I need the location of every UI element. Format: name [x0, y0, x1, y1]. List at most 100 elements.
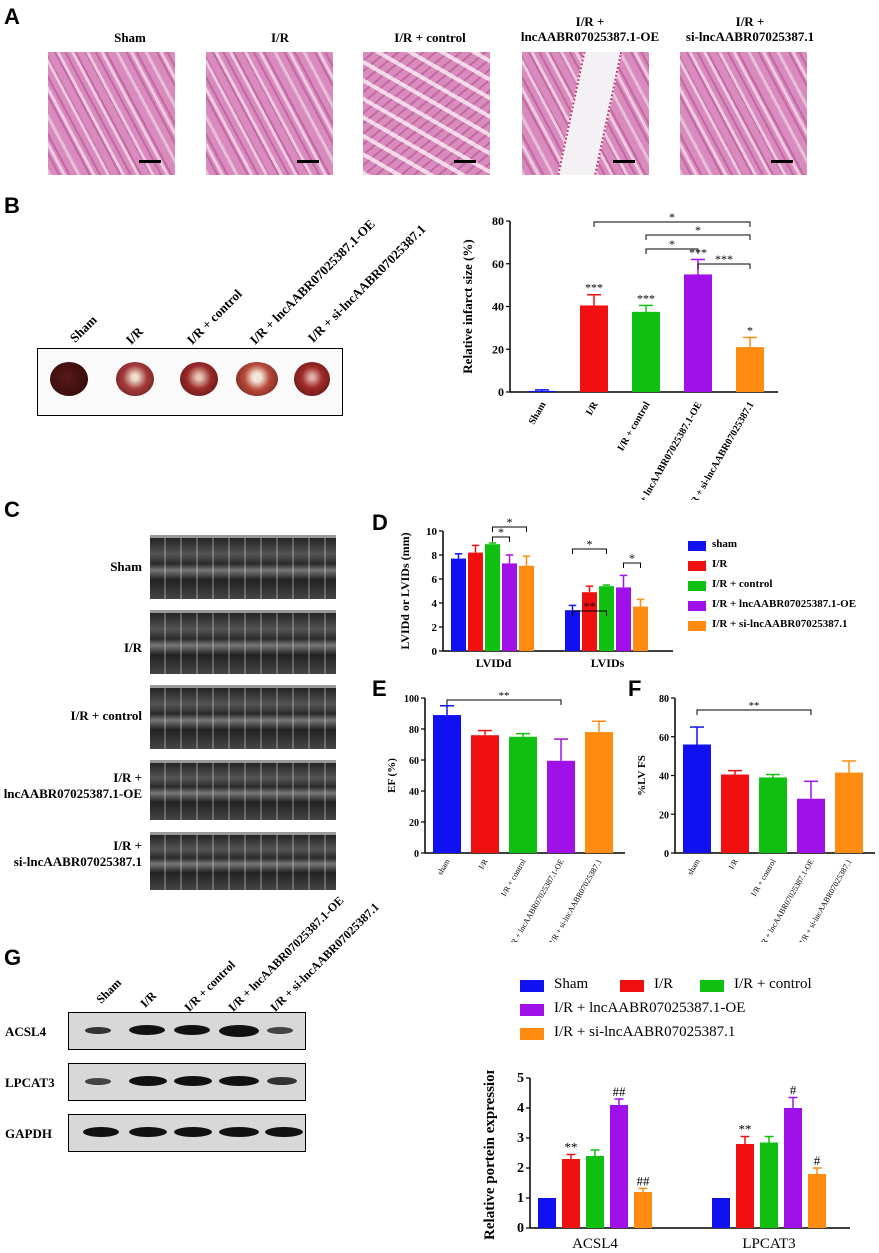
bar-1-3	[784, 1108, 802, 1228]
band	[267, 1027, 293, 1034]
histo-title-sham: Sham	[114, 30, 146, 45]
significance-label: *	[669, 237, 675, 251]
bar-2	[759, 777, 787, 853]
legend-text-si: I/R + si-lncAABR07025387.1	[554, 1024, 736, 1040]
significance-bracket	[572, 610, 607, 616]
y-tick-label: 60	[492, 257, 504, 271]
y-tick-label: 40	[409, 787, 419, 798]
echo-label-ir: I/R	[123, 640, 142, 655]
bar-0-4	[519, 565, 534, 651]
significance-bracket	[572, 548, 607, 554]
bar-3	[547, 760, 575, 853]
y-tick-label: 2	[432, 622, 438, 634]
histo-title-si: I/R + si-lncAABR07025387.1	[685, 14, 815, 44]
bar-4	[835, 772, 863, 853]
echo-scale	[150, 832, 336, 835]
band	[85, 1078, 111, 1085]
y-tick-label: 0	[664, 849, 669, 860]
bar-1	[721, 774, 749, 853]
y-tick-label: 4	[432, 598, 438, 610]
histology-image-oe	[522, 52, 649, 175]
legend-text-control: I/R + control	[734, 976, 812, 992]
band	[267, 1077, 297, 1085]
ttc-label-si: I/R + si-lncAABR07025387.1	[304, 221, 429, 346]
band	[219, 1076, 259, 1086]
echo-scale	[150, 760, 336, 763]
bar-0-4	[634, 1192, 652, 1228]
y-tick-label: 20	[409, 818, 419, 829]
panel-label-b: B	[4, 193, 20, 218]
significance-bracket	[645, 234, 751, 240]
significance-label: *	[695, 223, 701, 237]
y-tick-label: 40	[659, 772, 669, 783]
legend-text-ir: I/R	[654, 976, 674, 992]
x-tick-label: sham	[435, 857, 452, 877]
ttc-heart-photo	[37, 348, 343, 416]
bar-mark: *	[747, 323, 753, 337]
significance-bracket	[446, 699, 562, 705]
y-axis-label: EF (%)	[386, 758, 398, 793]
y-tick-label: 4	[517, 1101, 524, 1116]
y-axis-label: LVIDd or LVIDs (mm)	[398, 532, 412, 649]
band	[174, 1076, 212, 1086]
bar-1-1	[582, 592, 597, 651]
panel-label-g: G	[4, 945, 22, 970]
echo-image-si	[150, 832, 336, 890]
significance-label: *	[498, 525, 504, 539]
legend-text-oe: I/R + lncAABR07025387.1-OE	[712, 598, 857, 610]
bar-mark: ##	[637, 1173, 651, 1188]
significance-bracket	[645, 248, 699, 254]
band	[265, 1127, 303, 1137]
significance-label: ***	[715, 252, 733, 266]
echo-scale	[150, 535, 336, 538]
legend-g: Sham I/R I/R + control I/R + lncAABR0702…	[520, 975, 870, 1065]
legend-text-ir: I/R	[712, 558, 728, 570]
histo-title-oe: I/R + lncAABR07025387.1-OE	[520, 14, 660, 44]
x-tick-label: I/R + control	[749, 857, 778, 898]
echo-scale	[150, 610, 336, 613]
y-tick-label: 80	[659, 694, 669, 705]
legend-swatch-si	[688, 621, 706, 631]
blot-row-label-lpcat3: LPCAT3	[5, 1075, 55, 1090]
y-tick-label: 20	[492, 342, 504, 356]
bar-0-1	[468, 552, 483, 651]
y-tick-label: 0	[517, 1221, 524, 1236]
x-tick-label: I/R + control	[499, 857, 528, 898]
panel-label-e: E	[372, 676, 387, 701]
echo-image-oe	[150, 760, 336, 820]
histo-title-control: I/R + control	[394, 30, 466, 45]
significance-bracket	[697, 263, 751, 269]
y-tick-label: 0	[414, 849, 419, 860]
echo-label-control: I/R + control	[70, 708, 142, 723]
x-tick-label: Sham	[527, 399, 549, 426]
blot-row-label-acsl4: ACSL4	[5, 1024, 47, 1039]
bar-0-0	[451, 558, 466, 651]
bar-0-3	[502, 563, 517, 651]
legend-text-sham: sham	[712, 538, 738, 550]
bar-mark: ***	[637, 291, 655, 305]
significance-label: **	[749, 700, 760, 712]
ttc-label-control: I/R + control	[183, 286, 245, 348]
x-tick-label: ACSL4	[572, 1236, 618, 1252]
significance-bracket	[623, 562, 641, 568]
bar-1-3	[616, 587, 631, 651]
blot-image-gapdh	[68, 1114, 306, 1152]
band	[219, 1025, 259, 1037]
band	[129, 1076, 167, 1086]
y-tick-label: 5	[517, 1071, 524, 1086]
y-tick-label: 8	[432, 550, 438, 562]
x-tick-label: I/R	[584, 399, 601, 417]
bar-0-2	[485, 544, 500, 651]
bar-0-3	[610, 1105, 628, 1228]
bar-0-0	[538, 1198, 556, 1228]
bar-1-2	[760, 1142, 778, 1228]
legend-swatch-control	[700, 980, 724, 992]
bar-1	[580, 305, 608, 392]
significance-bracket	[492, 526, 527, 532]
x-tick-label: sham	[685, 857, 702, 877]
histology-image-ir	[206, 52, 333, 175]
legend-swatch-ir	[688, 561, 706, 571]
legend-swatch-sham	[688, 541, 706, 551]
blot-lane-sham: Sham	[93, 975, 125, 1007]
